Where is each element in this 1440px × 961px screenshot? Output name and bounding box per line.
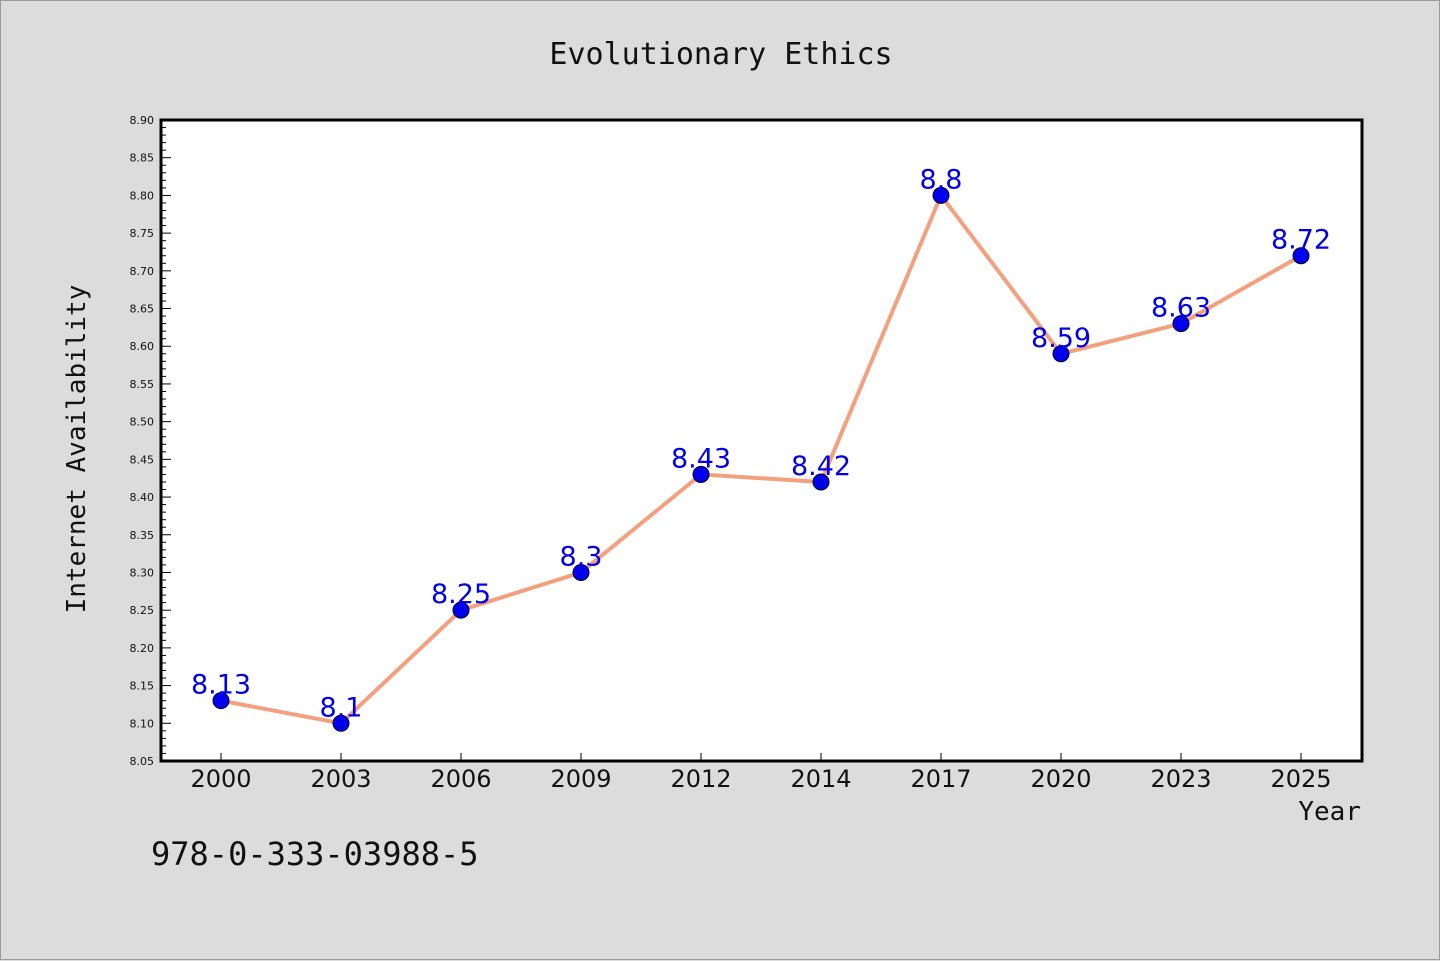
data-label: 8.8	[920, 164, 963, 195]
x-tick-label: 2025	[1270, 765, 1331, 793]
chart-title: Evolutionary Ethics	[549, 37, 892, 72]
data-label: 8.63	[1151, 293, 1211, 324]
data-point	[1292, 247, 1310, 265]
y-tick-label: 8.55	[130, 378, 155, 391]
data-point	[1052, 345, 1070, 363]
y-tick-label: 8.20	[130, 642, 155, 655]
data-labels: 8.13 8.1 8.25 8.3 8.43 8.42 8.8 8.59 8.63 8.72	[191, 164, 1331, 723]
data-label: 8.43	[671, 443, 731, 474]
series-line	[219, 193, 1303, 726]
series-layer	[212, 186, 1310, 732]
y-tick-label: 8.85	[130, 152, 155, 165]
isbn-footnote: 978-0-333-03988-5	[151, 835, 479, 873]
data-label: 8.42	[791, 451, 851, 482]
data-label: 8.3	[560, 541, 603, 572]
x-axis-label: Year	[1298, 797, 1361, 827]
y-tick-label: 8.80	[130, 189, 155, 202]
x-tick-label: 2014	[790, 765, 851, 793]
data-point	[1172, 315, 1190, 333]
x-axis: 2000 2003 2006 2009 2012 2014 2017 2020 2023 2025	[190, 753, 1332, 793]
x-tick-label: 2000	[190, 765, 251, 793]
plot-area	[159, 118, 1364, 763]
y-tick-label: 8.40	[130, 491, 155, 504]
y-tick-label: 8.05	[130, 755, 155, 768]
data-point	[812, 473, 830, 491]
x-tick-label: 2009	[550, 765, 611, 793]
y-tick-label: 8.30	[130, 566, 155, 579]
data-point	[692, 465, 710, 483]
data-point	[332, 714, 350, 732]
y-axis-label: Internet Availability	[62, 285, 92, 614]
x-tick-label: 2012	[670, 765, 731, 793]
data-label: 8.72	[1271, 225, 1331, 256]
y-tick-label: 8.35	[130, 529, 155, 542]
data-point	[452, 601, 470, 619]
x-tick-label: 2003	[310, 765, 371, 793]
x-tick-label: 2020	[1030, 765, 1091, 793]
y-tick-label: 8.60	[130, 340, 155, 353]
x-tick-label: 2017	[910, 765, 971, 793]
y-tick-label: 8.65	[130, 303, 155, 316]
y-tick-label: 8.10	[130, 717, 155, 730]
y-tick-label: 8.15	[130, 680, 155, 693]
y-tick-label: 8.70	[130, 265, 155, 278]
data-label: 8.1	[320, 692, 363, 723]
data-label: 8.25	[431, 579, 491, 610]
y-axis: 8.05 8.10 8.15 8.20 8.25 8.30 8.35 8.40 8.45 8.50…	[130, 114, 171, 768]
y-tick-label: 8.45	[130, 453, 155, 466]
y-tick-label: 8.50	[130, 416, 155, 429]
x-tick-label: 2006	[430, 765, 491, 793]
y-tick-label: 8.25	[130, 604, 155, 617]
data-point	[572, 563, 590, 581]
data-label: 8.59	[1031, 323, 1091, 354]
data-point	[212, 692, 230, 710]
x-tick-label: 2023	[1150, 765, 1211, 793]
data-point	[932, 186, 950, 204]
data-label: 8.13	[191, 670, 251, 701]
y-tick-label: 8.90	[130, 114, 155, 127]
y-tick-label: 8.75	[130, 227, 155, 240]
